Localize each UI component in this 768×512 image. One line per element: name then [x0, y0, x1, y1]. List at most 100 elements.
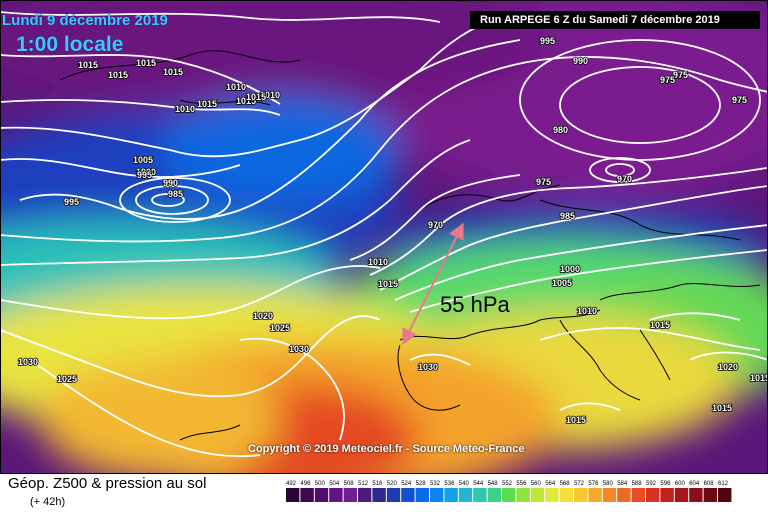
legend-swatch	[300, 488, 314, 502]
isobar-label: 975	[673, 70, 688, 80]
legend-tick-label: 596	[660, 481, 671, 487]
legend-tick-label: 556	[516, 481, 527, 487]
pressure-gradient-annotation: 55 hPa	[402, 222, 510, 346]
forecast-date: Lundi 9 décembre 2019	[2, 12, 168, 29]
legend-tick-label: 604	[689, 481, 700, 487]
legend-swatch	[689, 488, 703, 502]
copyright-notice: Copyright © 2019 Meteociel.fr - Source M…	[248, 443, 525, 455]
legend-tick-label: 544	[473, 481, 484, 487]
isobar-label: 1015	[566, 415, 586, 425]
legend-tick-label: 584	[617, 481, 628, 487]
isobar-label: 1010	[226, 82, 246, 92]
legend-tick-label: 508	[344, 481, 355, 487]
isobar-label: 1015	[136, 58, 156, 68]
isobar-label: 1015	[78, 60, 98, 70]
legend-swatch	[617, 488, 631, 502]
isobar-label: 1025	[270, 323, 290, 333]
legend-swatch	[631, 488, 645, 502]
legend-swatch	[401, 488, 415, 502]
legend-tick-labels: 492 496 500 504 508 512 516 520 524 528 532 536 540 5…	[286, 481, 729, 487]
gradient-label: 55 hPa	[440, 292, 510, 317]
map-title: Géop. Z500 & pression au sol	[8, 475, 207, 492]
isobar-label: 1010	[260, 90, 280, 100]
legend-swatch	[588, 488, 602, 502]
isobar-label: 1000	[560, 264, 580, 274]
legend-swatch	[358, 488, 372, 502]
legend-swatch	[473, 488, 487, 502]
isobar-label: 1015	[712, 403, 732, 413]
legend-tick-label: 576	[588, 481, 599, 487]
legend-tick-label: 552	[502, 481, 513, 487]
legend-tick-label: 516	[372, 481, 383, 487]
isobar-lines	[0, 11, 768, 458]
legend-tick-label: 496	[300, 481, 311, 487]
legend-swatch	[545, 488, 559, 502]
isobar-label: 990	[163, 178, 178, 188]
isobar-label: 1025	[57, 374, 77, 384]
legend-swatch	[286, 488, 300, 502]
legend-tick-label: 528	[416, 481, 427, 487]
legend-swatch	[502, 488, 516, 502]
legend-tick-label: 592	[646, 481, 657, 487]
isobar-label: 985	[168, 189, 183, 199]
isobar-label: 990	[573, 56, 588, 66]
isobar-label: 975	[536, 177, 551, 187]
legend-swatch	[444, 488, 458, 502]
legend-swatch	[458, 488, 473, 502]
isobar-label: 1030	[18, 357, 38, 367]
isobar-label: 1015	[750, 373, 768, 383]
legend-tick-label: 560	[531, 481, 542, 487]
forecast-lead-time: (+ 42h)	[30, 496, 66, 508]
isobar-label: 1030	[418, 362, 438, 372]
isobar-label: 1020	[253, 311, 273, 321]
legend-swatch	[386, 488, 401, 502]
gradient-arrow	[402, 222, 464, 346]
isobar-label: 985	[560, 211, 575, 221]
legend-swatch	[329, 488, 343, 502]
legend-tick-label: 588	[632, 481, 643, 487]
isobar-label: 980	[553, 125, 568, 135]
isobar-label: 970	[617, 174, 632, 184]
legend-swatch	[530, 488, 545, 502]
legend-swatch	[646, 488, 660, 502]
legend-swatch	[718, 488, 732, 502]
legend-tick-label: 564	[545, 481, 556, 487]
legend-swatch	[430, 488, 444, 502]
legend-tick-label: 580	[603, 481, 614, 487]
legend-swatch	[372, 488, 386, 502]
legend-tick-label: 608	[704, 481, 715, 487]
legend-tick-label: 548	[488, 481, 499, 487]
legend-tick-label: 568	[560, 481, 571, 487]
isobar-label: 995	[137, 170, 152, 180]
isobar-label: 1010	[577, 306, 597, 316]
isobar-label: 1015	[163, 67, 183, 77]
legend-tick-label: 600	[675, 481, 686, 487]
isobar-label: 1005	[552, 278, 572, 288]
isobar-label: 1010	[175, 104, 195, 114]
legend-tick-label: 536	[444, 481, 455, 487]
isobar-label: 1015	[246, 92, 266, 102]
legend-swatch	[674, 488, 689, 502]
run-info: Run ARPEGE 6 Z du Samedi 7 décembre 2019	[470, 11, 760, 29]
legend-swatches	[286, 488, 732, 502]
isobar-label: 1015	[108, 70, 128, 80]
legend-tick-label: 492	[286, 481, 297, 487]
legend-swatch	[415, 488, 429, 502]
legend-tick-label: 524	[401, 481, 412, 487]
legend-tick-label: 520	[387, 481, 398, 487]
legend-swatch	[660, 488, 674, 502]
isobar-label: 1015	[197, 99, 217, 109]
isobar-label: 995	[540, 36, 555, 46]
weather-map: 1015 1015 1015 1015 1015 1015 1010 1010 1015 1010…	[0, 0, 768, 474]
isobar-label: 1015	[378, 279, 398, 289]
legend-swatch	[703, 488, 717, 502]
legend-tick-label: 612	[718, 481, 729, 487]
legend-swatch	[343, 488, 357, 502]
isobar-label: 1020	[718, 362, 738, 372]
legend-swatch	[602, 488, 617, 502]
isobar-label: 975	[660, 75, 675, 85]
legend-swatch	[314, 488, 329, 502]
legend-tick-label: 512	[358, 481, 369, 487]
isobar-label: 970	[428, 220, 443, 230]
